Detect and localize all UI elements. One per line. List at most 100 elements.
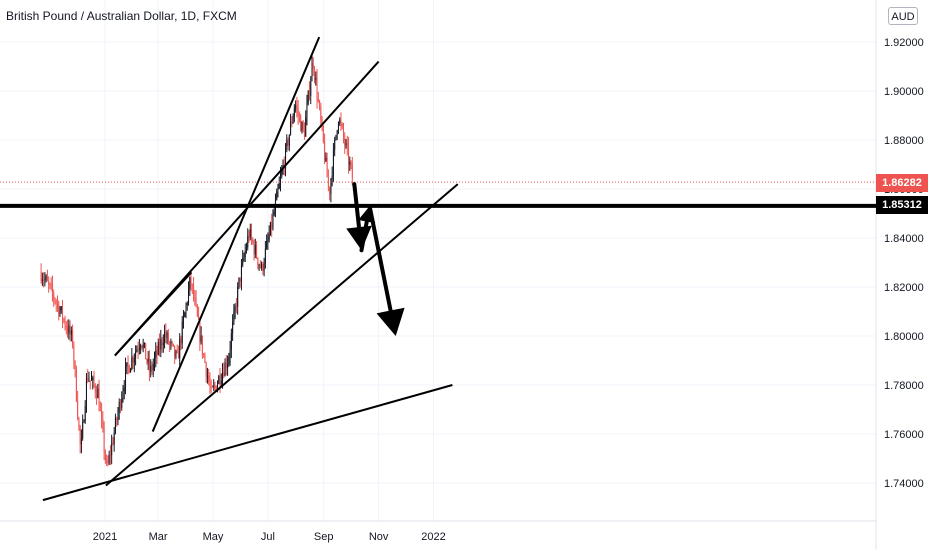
candle-body — [60, 306, 62, 311]
candle-body — [77, 400, 79, 419]
candle-body — [243, 256, 245, 259]
price-axis[interactable]: 1.920001.900001.880001.860001.840001.820… — [884, 37, 924, 490]
candle-body — [142, 344, 144, 348]
candle-body — [138, 348, 140, 350]
candle-body — [293, 108, 295, 117]
currency-badge[interactable]: AUD — [888, 7, 918, 25]
candle-body — [67, 328, 69, 334]
candle-body — [65, 326, 67, 329]
candle-body — [97, 388, 99, 399]
candle-body — [184, 312, 186, 317]
candle-body — [148, 358, 150, 372]
candle-body — [273, 211, 275, 215]
drawings[interactable] — [0, 36, 876, 502]
candle-body — [335, 134, 337, 140]
candle-body — [121, 398, 123, 408]
candle-body — [268, 234, 270, 240]
candle-body — [128, 365, 130, 373]
candle-body — [296, 105, 298, 109]
candle-body — [141, 345, 143, 348]
candle-body — [199, 319, 201, 342]
candle-body — [336, 130, 338, 135]
candle-body — [224, 362, 226, 377]
candle-body — [126, 362, 128, 367]
candle-body — [176, 351, 178, 353]
candle-body — [99, 410, 101, 412]
candle-body — [230, 333, 232, 350]
candle-body — [156, 350, 158, 355]
time-axis[interactable]: 2021 Mar May Jul Sep Nov 2022 — [93, 531, 446, 543]
candle-body — [194, 297, 196, 299]
candle-body — [311, 63, 313, 82]
candle-body — [107, 462, 109, 464]
candle-body — [287, 139, 289, 146]
candle-body — [143, 343, 145, 345]
candle-body — [235, 306, 237, 308]
candle-body — [334, 139, 336, 150]
candle-body — [298, 115, 300, 117]
candle-body — [281, 170, 283, 177]
candle-body — [146, 359, 148, 363]
candle-body — [130, 368, 132, 373]
candle-body — [343, 126, 344, 138]
candle-body — [211, 386, 213, 388]
candle-body — [253, 242, 255, 255]
candle-body — [339, 119, 341, 124]
candle-body — [59, 310, 61, 315]
candle-body — [227, 363, 229, 368]
candle-body — [220, 380, 222, 385]
candle-body — [263, 263, 265, 271]
candle-body — [45, 276, 47, 279]
candle-body — [70, 330, 72, 335]
candle-body — [164, 331, 166, 344]
candle-body — [332, 149, 334, 176]
candle-body — [174, 345, 176, 358]
candle-body — [137, 349, 139, 351]
candle-body — [92, 377, 94, 380]
candle-body — [175, 351, 177, 358]
time-tick-label: Sep — [314, 531, 334, 543]
candle-body — [242, 258, 244, 266]
candle-body — [219, 376, 221, 385]
candle-body — [84, 406, 86, 422]
candle-body — [345, 142, 347, 146]
candle-body — [102, 418, 104, 429]
candle-body — [244, 251, 246, 257]
candle-body — [113, 432, 115, 445]
candle-body — [127, 362, 129, 366]
candle-body — [116, 418, 118, 421]
candle-body — [341, 123, 343, 127]
candle-body — [106, 459, 108, 463]
candle-body — [303, 129, 305, 137]
candle-body — [50, 283, 52, 285]
candle-body — [56, 302, 58, 304]
candle-body — [132, 357, 134, 363]
candle-body — [349, 162, 351, 165]
candle-body — [267, 239, 269, 242]
price-tick-label: 1.74000 — [884, 478, 924, 490]
candle-body — [208, 375, 210, 382]
candle-body — [280, 176, 281, 184]
candle-body — [288, 134, 290, 146]
time-tick-label: Nov — [369, 531, 389, 543]
candle-body — [53, 292, 55, 299]
candle-body — [324, 141, 326, 161]
candle-body — [300, 116, 302, 132]
candle-body — [316, 78, 318, 99]
price-tick-label: 1.92000 — [884, 37, 924, 49]
candle-body — [348, 146, 350, 165]
candle-body — [91, 379, 92, 381]
candle-body — [133, 357, 135, 363]
candle-body — [108, 454, 110, 464]
candle-body — [41, 279, 43, 281]
candle-body — [259, 264, 261, 268]
candle-body — [88, 380, 90, 382]
current-price-label: 1.86282 — [876, 174, 928, 192]
candle-body — [204, 354, 206, 363]
candle-body — [198, 315, 200, 320]
candle-body — [278, 183, 280, 189]
candle-body — [319, 101, 321, 107]
symbol-title[interactable]: British Pound / Australian Dollar, 1D, F… — [6, 9, 237, 23]
candle-body — [251, 229, 253, 239]
